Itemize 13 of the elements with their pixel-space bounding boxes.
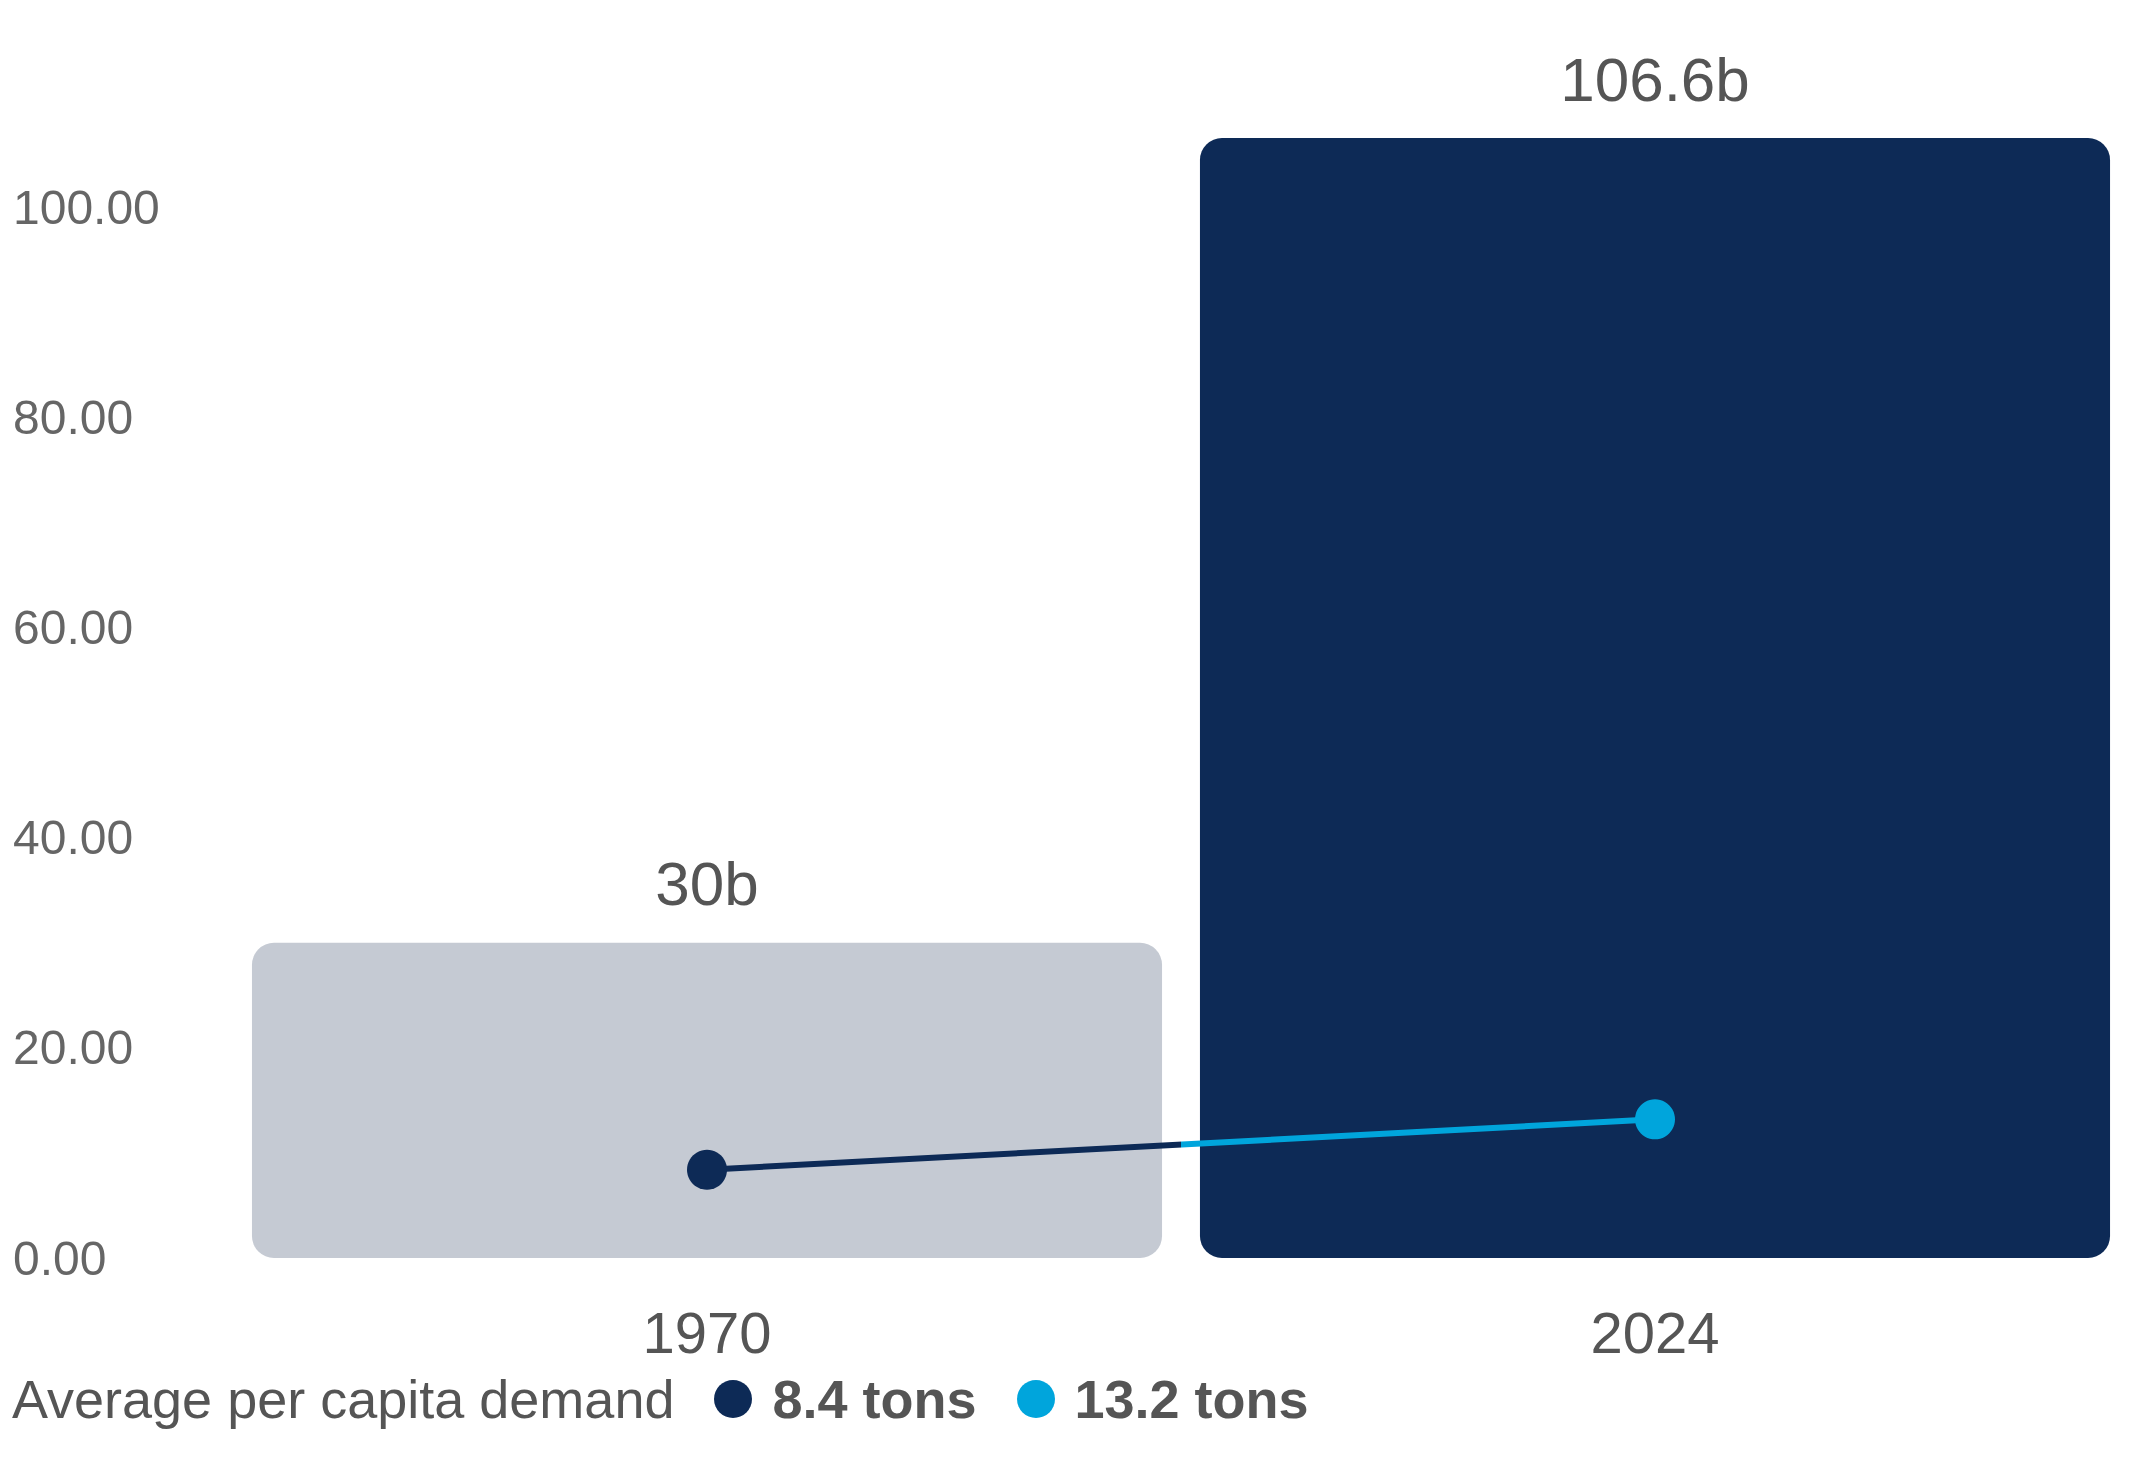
legend-title: Average per capita demand [12, 1368, 675, 1430]
data-label: 106.6b [1560, 44, 1750, 114]
y-tick-label: 40.00 [13, 811, 134, 865]
y-tick-label: 100.00 [13, 180, 160, 234]
x-tick-label: 1970 [642, 1299, 772, 1365]
data-label: 8.4 tons [772, 1368, 977, 1430]
data-label: 30b [655, 849, 759, 919]
y-tick-label: 0.00 [13, 1231, 107, 1285]
data-label: 13.2 tons [1074, 1368, 1309, 1430]
y-tick-label: 20.00 [13, 1021, 134, 1075]
y-tick-label: 80.00 [13, 390, 134, 444]
y-tick-label: 60.00 [13, 601, 134, 655]
x-tick-label: 2024 [1590, 1299, 1720, 1365]
